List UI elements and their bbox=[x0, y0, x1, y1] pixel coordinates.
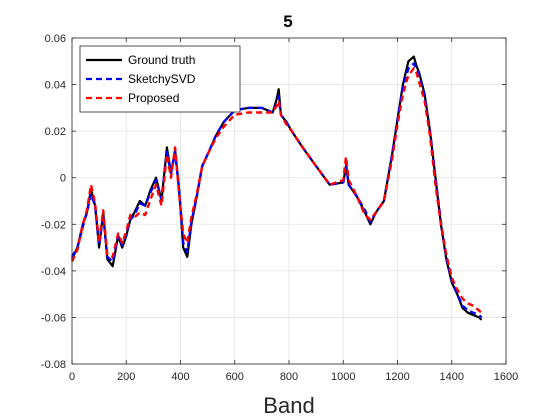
legend-entry-ground-truth: Ground truth bbox=[86, 53, 195, 67]
y-tick-label: 0.04 bbox=[45, 80, 66, 92]
x-tick-label: 1000 bbox=[331, 371, 355, 383]
x-tick-label: 200 bbox=[117, 371, 135, 383]
y-tick-label: -0.04 bbox=[41, 266, 66, 278]
y-tick-label: 0.06 bbox=[45, 33, 66, 45]
x-axis-ticks: 0 200 400 600 800 1000 1200 1400 1600 bbox=[69, 38, 518, 383]
x-tick-label: 1600 bbox=[494, 371, 518, 383]
chart-title: 5 bbox=[283, 12, 292, 31]
x-tick-label: 1400 bbox=[440, 371, 464, 383]
legend-label-ground-truth: Ground truth bbox=[128, 53, 195, 67]
y-axis-ticks: -0.08 -0.06 -0.04 -0.02 0 0.02 0.04 0.06 bbox=[41, 33, 506, 371]
series-line-proposed bbox=[70, 67, 483, 314]
x-tick-label: 600 bbox=[226, 371, 244, 383]
x-tick-label: 0 bbox=[69, 371, 75, 383]
y-tick-label: -0.02 bbox=[41, 219, 66, 231]
legend-entry-sketchysvd: SketchySVD bbox=[86, 72, 196, 86]
x-axis-label: Band bbox=[263, 393, 314, 418]
y-tick-label: 0.02 bbox=[45, 126, 66, 138]
x-tick-label: 400 bbox=[171, 371, 189, 383]
y-tick-label: -0.08 bbox=[41, 359, 66, 371]
series-layer bbox=[70, 55, 483, 321]
legend-label-sketchysvd: SketchySVD bbox=[128, 72, 196, 86]
x-tick-label: 800 bbox=[280, 371, 298, 383]
legend: Ground truth SketchySVD Proposed bbox=[79, 45, 241, 113]
x-tick-label: 1200 bbox=[385, 371, 409, 383]
y-tick-label: -0.06 bbox=[41, 312, 66, 324]
y-tick-label: 0 bbox=[60, 173, 66, 185]
legend-label-proposed: Proposed bbox=[128, 91, 179, 105]
legend-entry-proposed: Proposed bbox=[86, 91, 179, 105]
